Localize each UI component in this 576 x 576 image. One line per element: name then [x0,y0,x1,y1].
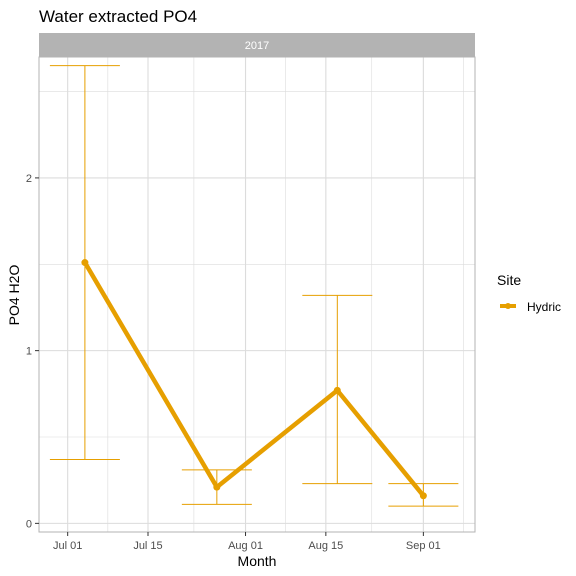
plot-panel [38,56,476,533]
facet-strip-label: 2017 [245,40,269,52]
data-point [333,386,341,394]
data-point [81,259,89,267]
legend-item-hydric: Hydric [500,300,561,314]
y-axis-title: PO4 H2O [6,265,22,326]
x-tick-label: Jul 01 [53,540,82,552]
x-tick-label: Aug 01 [228,540,263,552]
legend-label-hydric: Hydric [527,300,561,314]
x-axis: Jul 01 Jul 15 Aug 01 Aug 15 Sep 01 [53,532,441,552]
legend: Site Hydric [497,272,561,314]
series-line-hydric [82,261,426,498]
legend-key-point [505,303,511,309]
grid-lines [39,57,475,532]
chart-title: Water extracted PO4 [39,7,197,26]
series-layer [49,65,459,507]
facet-strip-background [39,33,475,57]
legend-title: Site [497,272,521,288]
x-tick-label: Jul 15 [133,540,162,552]
y-tick-label: 1 [26,346,32,358]
x-tick-label: Sep 01 [406,540,441,552]
data-point [419,492,427,500]
x-tick-label: Aug 15 [308,540,343,552]
facet-strip: 2017 [39,33,475,57]
y-axis: 0 1 2 [26,173,39,530]
data-point [213,483,221,491]
y-tick-label: 0 [26,518,32,530]
y-tick-label: 2 [26,173,32,185]
x-axis-title: Month [238,553,277,569]
